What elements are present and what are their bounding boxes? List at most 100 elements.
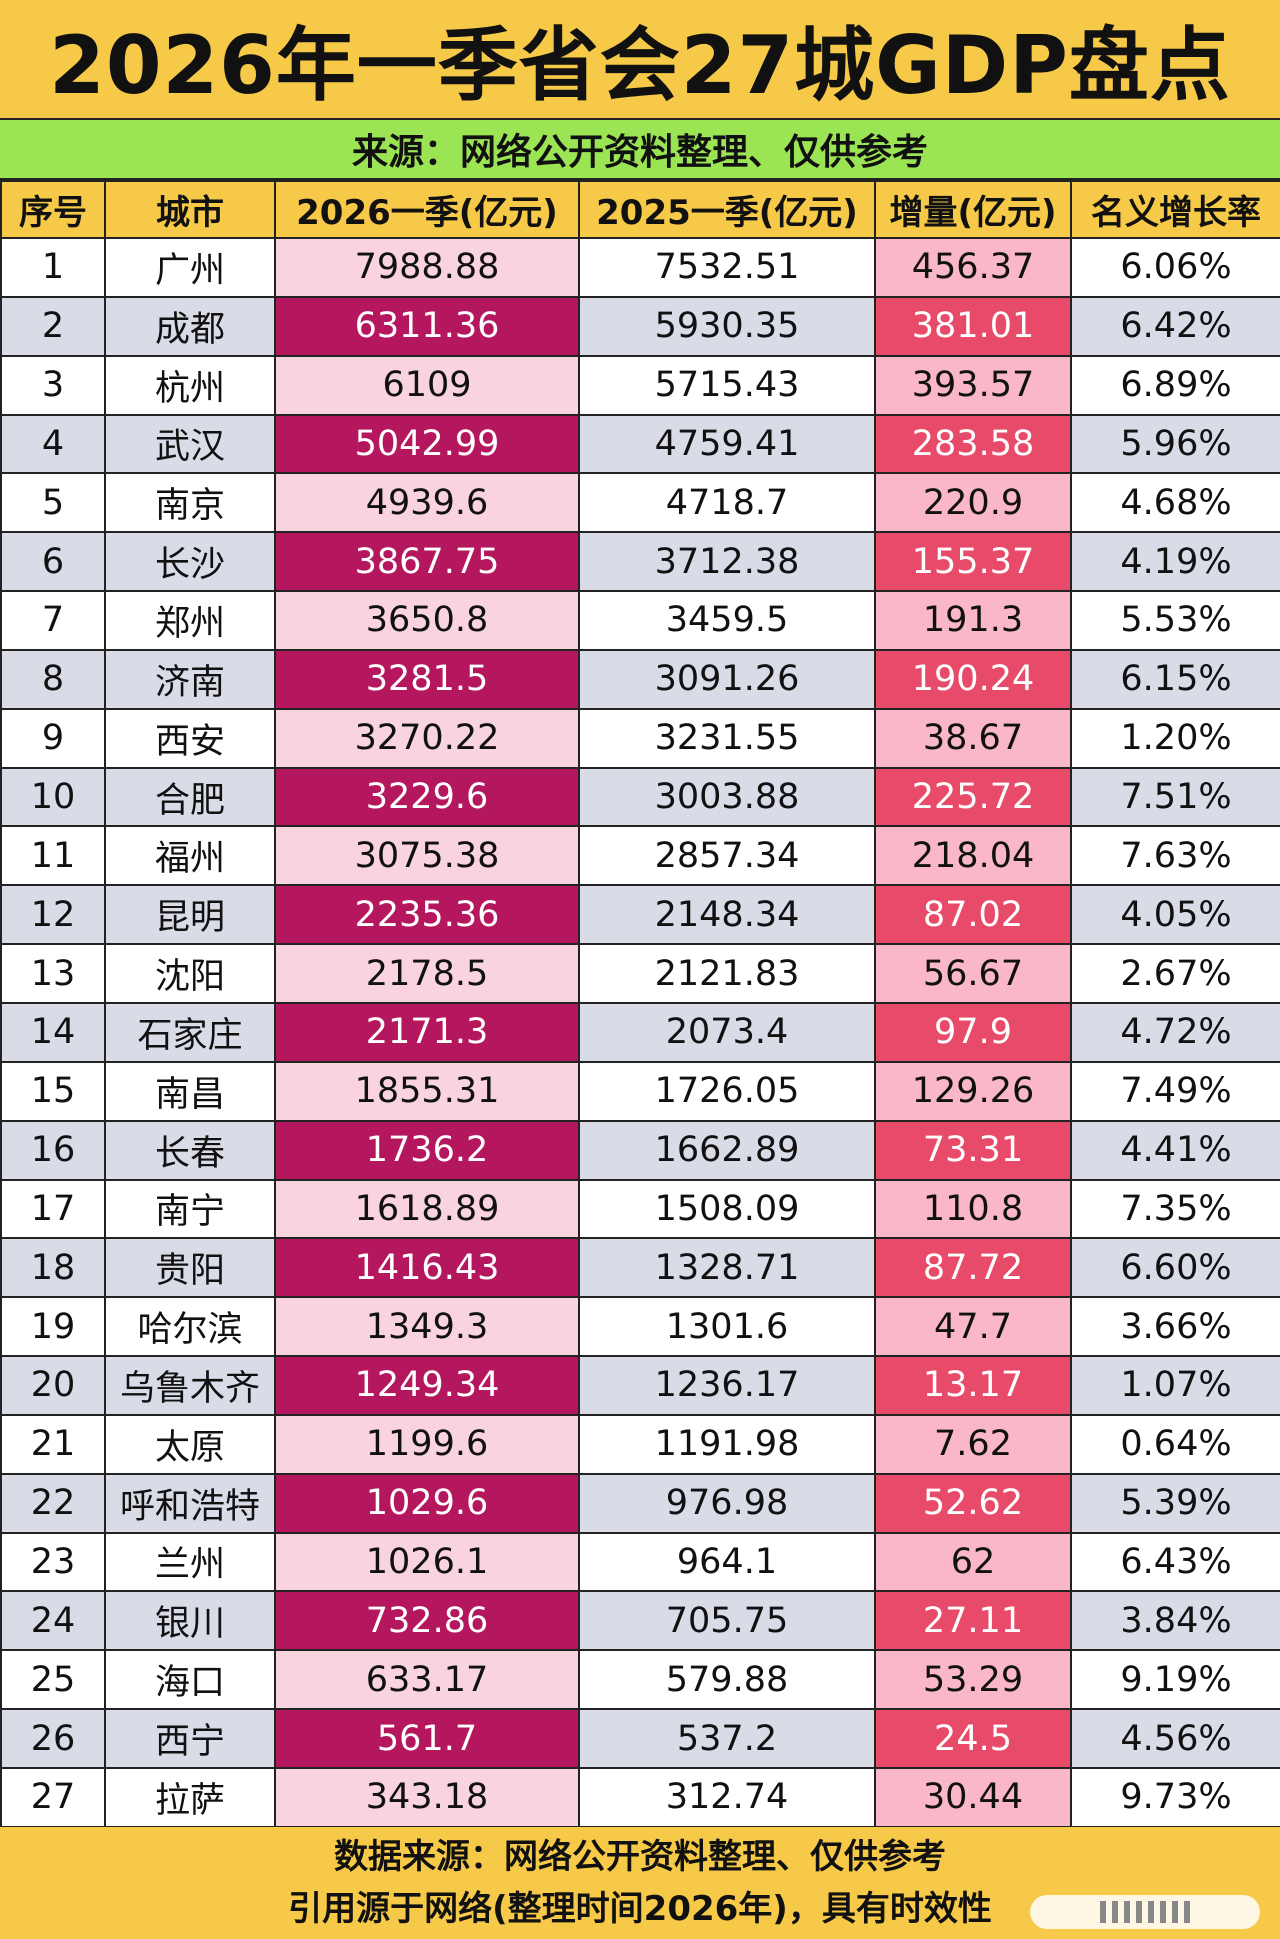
watermark-mark [1148,1901,1154,1923]
table-row: 14 石家庄 2171.3 2073.4 97.9 4.72% [0,1001,1280,1063]
cell-increase: 56.67 [874,943,1072,1004]
cell-index: 16 [0,1119,106,1181]
cell-gdp-2026: 6109 [274,354,580,416]
cell-increase: 13.17 [874,1355,1072,1416]
cell-city: 哈尔滨 [104,1296,276,1358]
cell-gdp-2026: 7988.88 [274,237,580,298]
cell-increase: 456.37 [874,237,1072,298]
cell-gdp-2026: 1199.6 [274,1413,580,1475]
cell-gdp-2025: 2857.34 [578,825,876,887]
cell-gdp-2026: 1618.89 [274,1178,580,1240]
cell-city: 杭州 [104,354,276,416]
cell-index: 1 [0,237,106,298]
cell-gdp-2026: 1026.1 [274,1531,580,1593]
cell-index: 22 [0,1472,106,1534]
cell-index: 9 [0,707,106,769]
cell-city: 南京 [104,472,276,534]
cell-increase: 87.02 [874,884,1072,946]
table-row: 7 郑州 3650.8 3459.5 191.3 5.53% [0,590,1280,651]
cell-gdp-2026: 633.17 [274,1649,580,1711]
header-gdp-2026: 2026一季(亿元) [274,180,580,239]
cell-increase: 97.9 [874,1001,1072,1063]
cell-growth-rate: 4.56% [1070,1708,1280,1769]
cell-increase: 129.26 [874,1060,1072,1122]
table-row: 13 沈阳 2178.5 2121.83 56.67 2.67% [0,943,1280,1004]
cell-increase: 53.29 [874,1649,1072,1711]
cell-increase: 220.9 [874,472,1072,534]
table-header-row: 序号 城市 2026一季(亿元) 2025一季(亿元) 增量(亿元) 名义增长率 [0,180,1280,239]
cell-growth-rate: 2.67% [1070,943,1280,1004]
cell-gdp-2025: 1236.17 [578,1355,876,1416]
cell-gdp-2026: 4939.6 [274,472,580,534]
cell-index: 15 [0,1060,106,1122]
cell-index: 19 [0,1296,106,1358]
gdp-table: 序号 城市 2026一季(亿元) 2025一季(亿元) 增量(亿元) 名义增长率… [0,180,1280,1828]
cell-city: 海口 [104,1649,276,1711]
table-row: 27 拉萨 343.18 312.74 30.44 9.73% [0,1766,1280,1828]
cell-index: 24 [0,1590,106,1652]
cell-gdp-2025: 2073.4 [578,1001,876,1063]
table-row: 1 广州 7988.88 7532.51 456.37 6.06% [0,237,1280,298]
cell-city: 沈阳 [104,943,276,1004]
cell-gdp-2025: 7532.51 [578,237,876,298]
cell-gdp-2026: 1249.34 [274,1355,580,1416]
cell-increase: 24.5 [874,1708,1072,1769]
table-row: 25 海口 633.17 579.88 53.29 9.19% [0,1649,1280,1711]
table-row: 2 成都 6311.36 5930.35 381.01 6.42% [0,295,1280,357]
header-city: 城市 [104,180,276,239]
cell-growth-rate: 7.35% [1070,1178,1280,1240]
table-row: 9 西安 3270.22 3231.55 38.67 1.20% [0,707,1280,769]
table-row: 26 西宁 561.7 537.2 24.5 4.56% [0,1708,1280,1769]
table-row: 21 太原 1199.6 1191.98 7.62 0.64% [0,1413,1280,1475]
cell-index: 11 [0,825,106,887]
cell-growth-rate: 9.19% [1070,1649,1280,1711]
cell-gdp-2025: 4718.7 [578,472,876,534]
cell-growth-rate: 6.06% [1070,237,1280,298]
cell-gdp-2025: 1328.71 [578,1237,876,1299]
cell-index: 20 [0,1355,106,1416]
cell-growth-rate: 4.72% [1070,1001,1280,1063]
cell-increase: 7.62 [874,1413,1072,1475]
cell-increase: 27.11 [874,1590,1072,1652]
table-row: 19 哈尔滨 1349.3 1301.6 47.7 3.66% [0,1296,1280,1358]
cell-growth-rate: 6.60% [1070,1237,1280,1299]
cell-growth-rate: 7.51% [1070,766,1280,828]
cell-increase: 283.58 [874,413,1072,475]
cell-gdp-2025: 1191.98 [578,1413,876,1475]
cell-index: 7 [0,590,106,651]
cell-index: 13 [0,943,106,1004]
watermark-mark [1160,1901,1166,1923]
watermark-mark [1112,1901,1118,1923]
cell-gdp-2025: 5715.43 [578,354,876,416]
cell-growth-rate: 4.19% [1070,531,1280,593]
cell-index: 27 [0,1766,106,1828]
table-row: 24 银川 732.86 705.75 27.11 3.84% [0,1590,1280,1652]
page-title: 2026年一季省会27城GDP盘点 [0,0,1280,120]
cell-gdp-2025: 1508.09 [578,1178,876,1240]
cell-index: 18 [0,1237,106,1299]
cell-gdp-2026: 3229.6 [274,766,580,828]
cell-gdp-2025: 3231.55 [578,707,876,769]
header-increase: 增量(亿元) [874,180,1072,239]
cell-increase: 87.72 [874,1237,1072,1299]
cell-index: 10 [0,766,106,828]
cell-growth-rate: 3.84% [1070,1590,1280,1652]
cell-city: 南宁 [104,1178,276,1240]
cell-gdp-2025: 705.75 [578,1590,876,1652]
cell-city: 郑州 [104,590,276,651]
cell-city: 乌鲁木齐 [104,1355,276,1416]
header-index: 序号 [0,180,106,239]
cell-index: 14 [0,1001,106,1063]
cell-growth-rate: 6.43% [1070,1531,1280,1593]
cell-gdp-2026: 732.86 [274,1590,580,1652]
cell-growth-rate: 4.68% [1070,472,1280,534]
cell-gdp-2025: 2121.83 [578,943,876,1004]
cell-index: 6 [0,531,106,593]
cell-gdp-2026: 1855.31 [274,1060,580,1122]
cell-growth-rate: 4.41% [1070,1119,1280,1181]
cell-gdp-2025: 3003.88 [578,766,876,828]
table-body: 1 广州 7988.88 7532.51 456.37 6.06% 2 成都 6311.36 59… [0,237,1280,1828]
cell-increase: 30.44 [874,1766,1072,1828]
cell-index: 17 [0,1178,106,1240]
